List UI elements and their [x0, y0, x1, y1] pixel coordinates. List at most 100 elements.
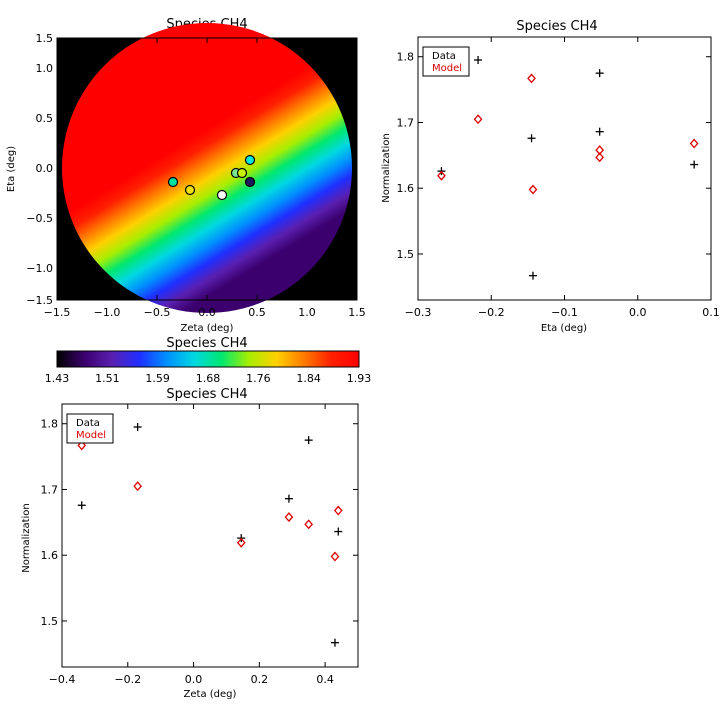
y-tick-label: −1.5	[26, 294, 53, 307]
colorbar-tick-label: 1.68	[196, 372, 221, 385]
eta-legend: Data Model	[422, 46, 470, 77]
map-point	[184, 184, 196, 196]
x-tick-label: −0.2	[114, 673, 141, 686]
y-tick-label: 1.5	[36, 32, 54, 45]
eta-plot-title: Species CH4	[516, 19, 597, 34]
model-point-diamond	[689, 138, 699, 149]
eta-legend-box	[422, 46, 470, 77]
y-tick-label: 1.8	[397, 51, 415, 64]
x-tick-label: 0.1	[702, 306, 720, 319]
zeta-panel: Species CH4 −0.4 −0.2 0.0 0.2 0.4 1.5 1.6 1.7 1.…	[21, 387, 359, 700]
data-point-plus	[595, 127, 604, 136]
x-tick-label: −0.4	[49, 673, 76, 686]
x-tick-label: −0.2	[478, 306, 505, 319]
model-point-diamond	[284, 512, 294, 523]
zeta-legend-model: Model	[76, 430, 106, 441]
colorbar	[56, 350, 360, 368]
x-tick-label: −0.5	[144, 306, 171, 319]
map-point	[236, 167, 248, 179]
zeta-legend-box	[66, 413, 114, 444]
model-point-diamond	[437, 170, 446, 181]
data-point-plus	[474, 56, 483, 65]
data-point-plus	[334, 527, 343, 536]
map-y-axis: −1.5 −1.0 −0.5 0.0 0.5 1.0 1.5	[26, 32, 357, 307]
colorbar-tick-label: 1.76	[246, 372, 271, 385]
y-tick-label: 1.8	[41, 418, 59, 431]
zeta-plot-marks	[77, 423, 343, 647]
data-point-plus	[133, 423, 142, 432]
map-point	[244, 154, 256, 166]
model-point-diamond	[528, 184, 538, 195]
model-point-diamond	[77, 440, 87, 451]
model-point-diamond	[330, 551, 340, 562]
map-point	[216, 189, 228, 201]
y-tick-label: 1.6	[41, 549, 59, 562]
eta-plot-marks	[437, 56, 699, 280]
y-tick-label: 1.6	[397, 182, 415, 195]
colorbar-tick-label: 1.43	[45, 372, 70, 385]
eta-panel: Species CH4 −0.3 −0.2 −0.1 0.0 0.1 1.5 1.6 1.7 1…	[381, 19, 720, 334]
zeta-legend: Data Model	[66, 413, 114, 444]
zeta-plot-axes: −0.4 −0.2 0.0 0.2 0.4 1.5 1.6 1.7 1.8	[41, 404, 358, 686]
data-point-plus	[529, 271, 538, 280]
data-point-plus	[527, 134, 536, 143]
x-tick-label: 0.0	[198, 306, 216, 319]
zeta-plot-y-label: Normalization	[21, 503, 32, 573]
y-tick-label: 1.0	[36, 62, 54, 75]
map-points	[167, 154, 256, 201]
eta-plot-frame	[417, 36, 712, 301]
data-point-plus	[690, 160, 699, 169]
map-x-label: Zeta (deg)	[181, 323, 234, 334]
data-point-plus	[330, 638, 339, 647]
zeta-plot-x-label: Zeta (deg)	[184, 689, 237, 700]
y-tick-label: 0.5	[36, 112, 54, 125]
colorbar-tick-label: 1.93	[347, 372, 372, 385]
x-tick-label: 1.0	[298, 306, 316, 319]
data-point-plus	[77, 501, 86, 510]
y-tick-label: −1.0	[26, 262, 53, 275]
data-point-plus	[284, 494, 293, 503]
data-point-plus	[595, 69, 604, 78]
colorbar-tick-label: 1.59	[145, 372, 170, 385]
x-tick-label: 0.0	[629, 306, 647, 319]
zeta-plot-title: Species CH4	[166, 387, 247, 402]
data-point-plus	[304, 436, 313, 445]
colorbar-tick-label: 1.84	[296, 372, 321, 385]
zeta-plot-frame	[61, 403, 359, 668]
zeta-legend-data: Data	[76, 418, 100, 429]
eta-plot-axes: −0.3 −0.2 −0.1 0.0 0.1 1.5 1.6 1.7 1.8	[397, 37, 720, 319]
x-tick-label: 1.5	[348, 306, 366, 319]
y-tick-label: 0.0	[36, 162, 54, 175]
y-tick-label: 1.5	[41, 615, 59, 628]
x-tick-label: −1.0	[94, 306, 121, 319]
model-point-diamond	[595, 152, 605, 163]
x-tick-label: −0.3	[405, 306, 432, 319]
x-tick-label: −0.1	[551, 306, 578, 319]
x-tick-label: 0.4	[316, 673, 334, 686]
model-point-diamond	[333, 505, 343, 516]
x-tick-label: 0.0	[185, 673, 203, 686]
x-tick-label: −1.5	[44, 306, 71, 319]
x-tick-label: 0.5	[248, 306, 266, 319]
model-point-diamond	[304, 519, 314, 530]
eta-legend-model: Model	[432, 63, 462, 74]
species-field-disk	[62, 23, 352, 313]
map-point	[244, 176, 256, 188]
map-x-axis: −1.5 −1.0 −0.5 0.0 0.5 1.0 1.5	[44, 38, 366, 319]
colorbar-panel: Species CH4 1.43 1.51 1.59 1.68 1.76 1.84 1.93	[45, 336, 372, 385]
y-tick-label: −0.5	[26, 212, 53, 225]
map-y-label: Eta (deg)	[6, 146, 17, 192]
map-panel: Species CH4 −1.5−1.0−0.50.00.51.01.5 −1.…	[6, 17, 366, 334]
x-tick-label: 0.2	[251, 673, 269, 686]
colorbar-title: Species CH4	[166, 336, 247, 351]
map-point	[167, 176, 179, 188]
y-tick-label: 1.7	[397, 116, 415, 129]
model-point-diamond	[527, 73, 536, 84]
eta-legend-data: Data	[432, 51, 456, 62]
model-point-diamond	[133, 481, 143, 492]
eta-plot-x-label: Eta (deg)	[541, 323, 587, 334]
y-tick-label: 1.5	[397, 248, 415, 261]
y-tick-label: 1.7	[41, 483, 59, 496]
colorbar-tick-label: 1.51	[95, 372, 120, 385]
